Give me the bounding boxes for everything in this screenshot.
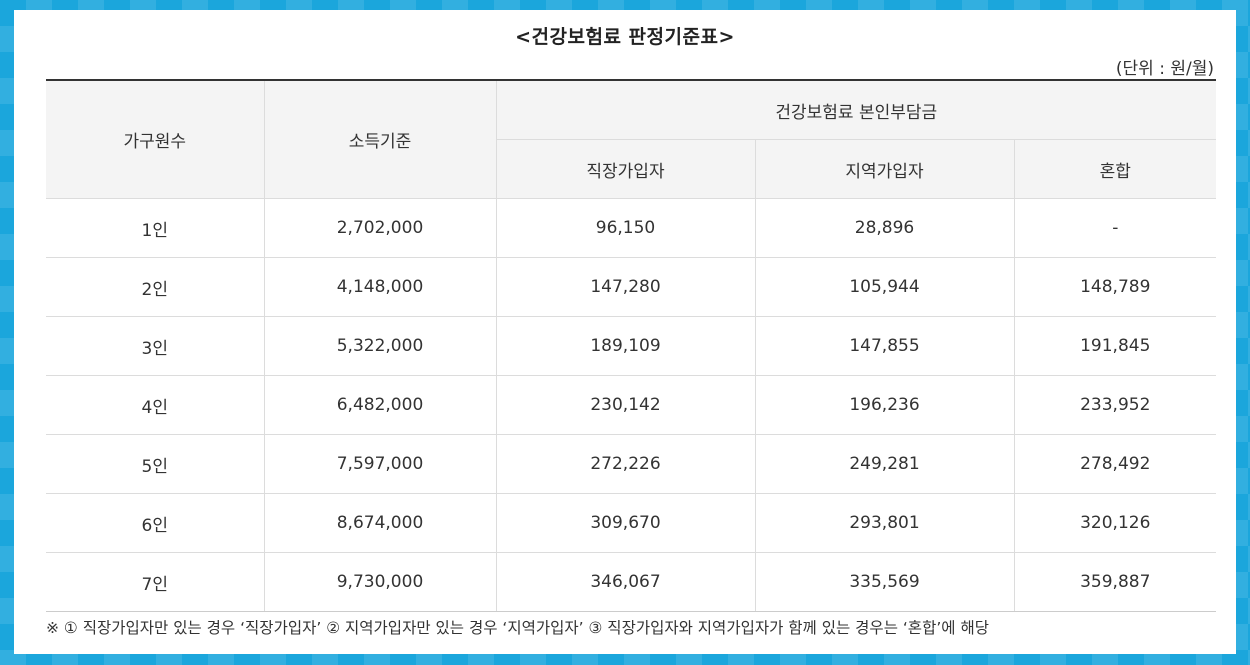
header-employee: 직장가입자 xyxy=(496,139,756,199)
table-row: 4인 6,482,000 230,142 196,236 233,952 xyxy=(46,375,1217,435)
table-row: 2인 4,148,000 147,280 105,944 148,789 xyxy=(46,257,1217,317)
cell-income: 6,482,000 xyxy=(263,375,497,435)
header-mixed: 혼합 xyxy=(1013,139,1217,199)
cell-household: 1인 xyxy=(46,198,265,258)
cell-regional: 105,944 xyxy=(754,257,1015,317)
table-title: <건강보험료 판정기준표> xyxy=(515,26,735,48)
premium-criteria-table: 가구원수 소득기준 건강보험료 본인부담금 직장가입자 지역가입자 혼합 1인 … xyxy=(46,79,1217,612)
cell-regional: 249,281 xyxy=(754,434,1015,494)
cell-regional: 196,236 xyxy=(754,375,1015,435)
cell-employee: 272,226 xyxy=(495,434,756,494)
cell-mixed: 278,492 xyxy=(1013,434,1217,494)
cell-regional: 293,801 xyxy=(754,493,1015,553)
cell-household: 4인 xyxy=(46,375,265,435)
cell-mixed: 148,789 xyxy=(1013,257,1217,317)
cell-household: 2인 xyxy=(46,257,265,317)
cell-employee: 189,109 xyxy=(495,316,756,376)
cell-income: 5,322,000 xyxy=(263,316,497,376)
table-row: 3인 5,322,000 189,109 147,855 191,845 xyxy=(46,316,1217,376)
table-row: 7인 9,730,000 346,067 335,569 359,887 xyxy=(46,552,1217,612)
cell-employee: 346,067 xyxy=(495,552,756,612)
cell-employee: 147,280 xyxy=(495,257,756,317)
cell-regional: 28,896 xyxy=(754,198,1015,258)
cell-mixed: - xyxy=(1013,198,1217,258)
cell-employee: 230,142 xyxy=(495,375,756,435)
cell-income: 9,730,000 xyxy=(263,552,497,612)
cell-mixed: 359,887 xyxy=(1013,552,1217,612)
cell-regional: 147,855 xyxy=(754,316,1015,376)
cell-employee: 309,670 xyxy=(495,493,756,553)
cell-income: 7,597,000 xyxy=(263,434,497,494)
cell-mixed: 320,126 xyxy=(1013,493,1217,553)
table-row: 1인 2,702,000 96,150 28,896 - xyxy=(46,198,1217,258)
header-regional: 지역가입자 xyxy=(754,139,1015,199)
cell-income: 2,702,000 xyxy=(263,198,497,258)
cell-household: 5인 xyxy=(46,434,265,494)
cell-regional: 335,569 xyxy=(754,552,1015,612)
header-premium-group: 건강보험료 본인부담금 xyxy=(495,79,1217,140)
cell-mixed: 191,845 xyxy=(1013,316,1217,376)
document-panel: <건강보험료 판정기준표> (단위 : 원/월) 가구원수 소득기준 건강보험료… xyxy=(14,10,1236,654)
cell-household: 3인 xyxy=(46,316,265,376)
header-income: 소득기준 xyxy=(263,79,497,199)
table-row: 5인 7,597,000 272,226 249,281 278,492 xyxy=(46,434,1217,494)
cell-mixed: 233,952 xyxy=(1013,375,1217,435)
cell-employee: 96,150 xyxy=(495,198,756,258)
cell-income: 4,148,000 xyxy=(263,257,497,317)
header-household: 가구원수 xyxy=(46,79,265,199)
cell-household: 6인 xyxy=(46,493,265,553)
table-row: 6인 8,674,000 309,670 293,801 320,126 xyxy=(46,493,1217,553)
cell-income: 8,674,000 xyxy=(263,493,497,553)
cell-household: 7인 xyxy=(46,552,265,612)
footnote: ※ ① 직장가입자만 있는 경우 ‘직장가입자’ ② 지역가입자만 있는 경우 … xyxy=(46,619,989,637)
unit-label: (단위 : 원/월) xyxy=(1115,59,1214,79)
